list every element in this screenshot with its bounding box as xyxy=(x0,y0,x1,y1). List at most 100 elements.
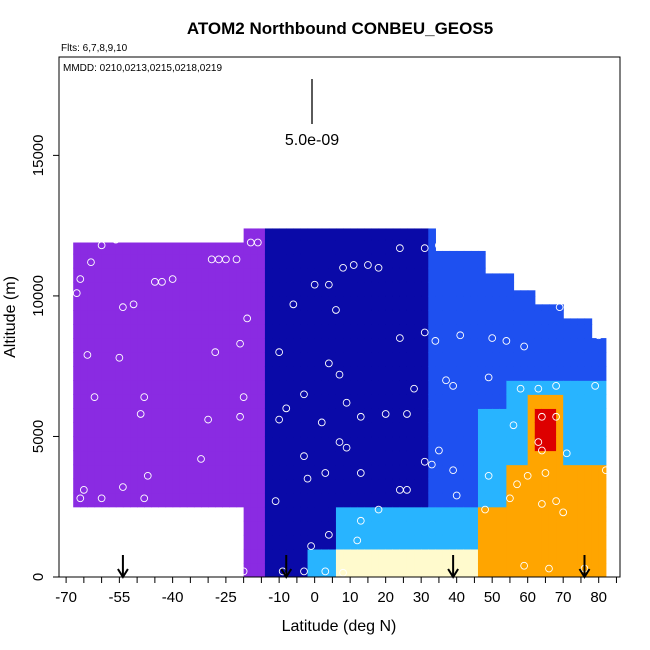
heat-cell-1082 xyxy=(421,548,429,564)
heat-cell-362 xyxy=(208,478,216,494)
heat-cell-509 xyxy=(257,520,266,536)
sample-point-62 xyxy=(271,497,280,505)
heat-cell-756 xyxy=(328,562,337,577)
heat-cell-1211 xyxy=(456,450,465,466)
heat-cell-439 xyxy=(236,464,245,480)
heat-cell-1466 xyxy=(534,338,543,353)
chart-title: ATOM2 Northbound CONBEU_GEOS5 xyxy=(187,19,493,38)
heat-cell-858 xyxy=(357,534,365,550)
heat-cell-868 xyxy=(357,394,365,409)
heat-cell-1499 xyxy=(548,436,557,452)
sample-point-38 xyxy=(310,280,319,289)
heat-cell-1068 xyxy=(414,394,422,409)
flights-label: Flts: 6,7,8,9,10 xyxy=(61,43,128,54)
heat-cell-555 xyxy=(264,228,273,241)
heat-cell-799 xyxy=(335,309,344,325)
heat-cell-1427 xyxy=(520,295,529,311)
heat-cell-790 xyxy=(335,436,344,452)
heat-cell-808 xyxy=(343,534,351,550)
heat-cell-1423 xyxy=(520,352,529,367)
sample-point-44 xyxy=(396,244,404,252)
heat-cell-891 xyxy=(364,422,373,438)
sample-point-89 xyxy=(538,412,546,421)
heat-cell-1285 xyxy=(477,422,486,438)
heat-cell-52 xyxy=(87,295,96,311)
heat-cell-59 xyxy=(94,464,103,480)
heat-cell-652 xyxy=(293,267,302,283)
heat-cell-1566 xyxy=(570,324,578,339)
heat-cell-1207 xyxy=(456,506,465,522)
heat-cell-557 xyxy=(272,548,280,564)
heat-cell-1604 xyxy=(584,324,593,339)
heat-cell-1172 xyxy=(442,324,451,339)
heat-cell-429 xyxy=(229,338,238,353)
sample-point-15 xyxy=(76,494,85,503)
heat-cell-1063 xyxy=(414,464,422,480)
sample-point-82 xyxy=(396,334,404,342)
heat-cell-1144 xyxy=(435,380,444,395)
heat-cell-909 xyxy=(371,520,380,536)
heat-cell-1551 xyxy=(570,534,578,550)
heat-cell-637 xyxy=(293,478,302,494)
heat-cell-358 xyxy=(201,267,209,283)
heat-cell-1398 xyxy=(513,408,522,423)
heat-cell-1293 xyxy=(477,309,486,325)
heat-cell-30 xyxy=(80,338,88,353)
heat-cell-653 xyxy=(293,253,302,269)
heat-cell-758 xyxy=(328,534,337,550)
heat-cell-356 xyxy=(201,295,209,311)
heat-cell-582 xyxy=(279,548,287,564)
heat-cell-323 xyxy=(193,492,202,508)
heat-cell-1095 xyxy=(421,366,429,381)
heat-cell-852 xyxy=(350,267,358,283)
sample-point-11 xyxy=(119,483,127,491)
heat-cell-835 xyxy=(350,506,358,522)
heat-cell-1284 xyxy=(477,436,486,452)
heat-cell-632 xyxy=(293,548,302,564)
heat-cell-851 xyxy=(350,281,358,297)
heat-cell-1380 xyxy=(506,352,515,367)
heat-cell-930 xyxy=(371,228,380,241)
heat-cell-1184 xyxy=(449,492,458,508)
heat-cell-783 xyxy=(335,534,344,550)
heat-cell-1105 xyxy=(421,228,429,241)
heat-cell-1456 xyxy=(534,478,543,494)
heat-cell-1547 xyxy=(563,324,571,339)
heat-cell-233 xyxy=(158,422,167,438)
heat-cell-1558 xyxy=(570,436,578,452)
heat-cell-755 xyxy=(321,228,330,241)
heat-cell-1480 xyxy=(541,422,550,438)
heat-cell-624 xyxy=(286,309,294,325)
heat-cell-815 xyxy=(343,436,351,452)
heat-cell-763 xyxy=(328,464,337,480)
heat-cell-278 xyxy=(172,324,181,339)
heat-cell-307 xyxy=(186,450,195,466)
heat-cell-1099 xyxy=(421,309,429,325)
heat-cell-186 xyxy=(137,281,145,297)
sample-point-84 xyxy=(534,384,543,393)
heat-cell-333 xyxy=(193,352,202,367)
heat-cell-1203 xyxy=(456,562,465,577)
heat-cell-1381 xyxy=(506,338,515,353)
heat-cell-1567 xyxy=(570,318,578,325)
heat-cell-1591 xyxy=(584,506,593,522)
heat-cell-319 xyxy=(186,281,195,297)
heat-cell-1577 xyxy=(577,436,586,452)
heat-cell-1315 xyxy=(485,338,493,353)
heat-cell-848 xyxy=(350,324,358,339)
heat-cell-275 xyxy=(172,366,181,381)
heat-cell-951 xyxy=(378,281,387,297)
heat-cell-1634 xyxy=(598,408,607,423)
heat-cell-869 xyxy=(357,380,365,395)
heat-cell-1112 xyxy=(428,478,436,494)
heat-cell-1115 xyxy=(428,436,436,452)
x-tick-label-8: 30 xyxy=(413,589,430,606)
heat-cell-130 xyxy=(115,267,124,283)
heat-cell-1313 xyxy=(485,366,493,381)
heat-cell-1392 xyxy=(513,492,522,508)
heat-cell-642 xyxy=(293,408,302,423)
heat-cell-216 xyxy=(151,394,160,409)
heat-cell-442 xyxy=(236,422,245,438)
heat-cell-1078 xyxy=(414,253,422,269)
heat-cell-1227 xyxy=(463,562,472,577)
